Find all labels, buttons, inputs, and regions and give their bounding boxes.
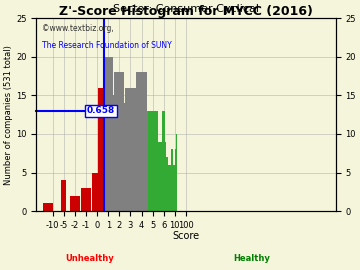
Bar xyxy=(167,165,169,211)
Bar xyxy=(168,165,171,211)
Text: 0.658: 0.658 xyxy=(87,106,115,115)
Bar xyxy=(43,203,54,211)
Text: The Research Foundation of SUNY: The Research Foundation of SUNY xyxy=(42,42,172,50)
Title: Z'-Score Histogram for MYCC (2016): Z'-Score Histogram for MYCC (2016) xyxy=(59,5,313,18)
X-axis label: Score: Score xyxy=(172,231,199,241)
Bar xyxy=(70,196,80,211)
Bar xyxy=(114,72,125,211)
Bar xyxy=(136,72,147,211)
Bar xyxy=(103,57,113,211)
Bar xyxy=(60,180,63,211)
Bar xyxy=(169,173,172,211)
Bar xyxy=(165,157,168,211)
Text: ©www.textbiz.org,: ©www.textbiz.org, xyxy=(42,24,114,33)
Bar xyxy=(98,88,108,211)
Bar xyxy=(131,95,141,211)
Text: Unhealthy: Unhealthy xyxy=(66,254,114,262)
Bar xyxy=(109,95,119,211)
Bar xyxy=(148,111,158,211)
Bar xyxy=(153,142,163,211)
Text: Healthy: Healthy xyxy=(233,254,270,262)
Bar xyxy=(69,203,73,211)
Bar xyxy=(171,149,173,211)
Bar xyxy=(172,165,175,211)
Bar xyxy=(162,111,165,211)
Bar xyxy=(120,103,130,211)
Bar xyxy=(62,180,66,211)
Bar xyxy=(92,173,102,211)
Text: Sector: Consumer Cyclical: Sector: Consumer Cyclical xyxy=(113,5,259,15)
Bar xyxy=(81,188,91,211)
Y-axis label: Number of companies (531 total): Number of companies (531 total) xyxy=(4,45,13,185)
Bar xyxy=(142,111,152,211)
Bar xyxy=(164,142,166,211)
Bar xyxy=(125,88,135,211)
